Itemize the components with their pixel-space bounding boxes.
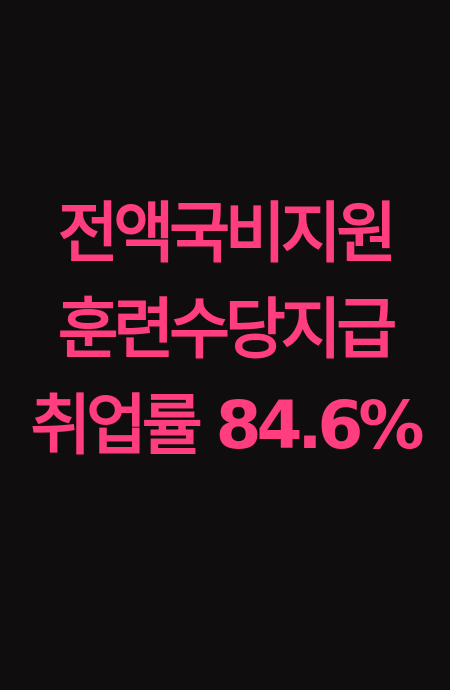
headline-block: 전액국비지원 훈련수당지급 취업률 84.6% <box>0 186 450 474</box>
headline-line-1: 전액국비지원 <box>57 195 397 272</box>
headline-line-3: 취업률 84.6% <box>30 387 424 464</box>
headline-line-2: 훈련수당지급 <box>57 291 397 368</box>
